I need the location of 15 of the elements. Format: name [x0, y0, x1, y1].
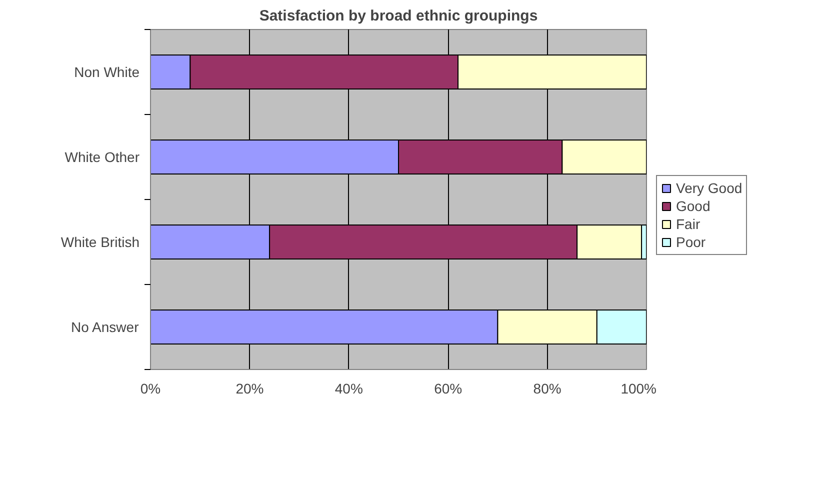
y-tick-label: White Other [64, 149, 140, 165]
legend-label: Poor [676, 234, 706, 250]
x-tick-label: 40% [334, 380, 363, 396]
chart-title: Satisfaction by broad ethnic groupings [259, 8, 538, 24]
x-tick-label: 60% [434, 380, 462, 396]
x-tick-label: 100% [620, 380, 657, 396]
x-tick-label: 0% [140, 380, 161, 396]
y-tick-label: Non White [74, 64, 140, 80]
x-tick-label: 80% [533, 380, 562, 396]
y-tick-label: No Answer [71, 319, 140, 335]
x-tick-label: 20% [236, 380, 264, 396]
legend-label: Very Good [676, 180, 742, 196]
legend-label: Good [676, 198, 710, 214]
y-tick-label: White British [60, 234, 140, 250]
legend-label: Fair [676, 216, 700, 232]
